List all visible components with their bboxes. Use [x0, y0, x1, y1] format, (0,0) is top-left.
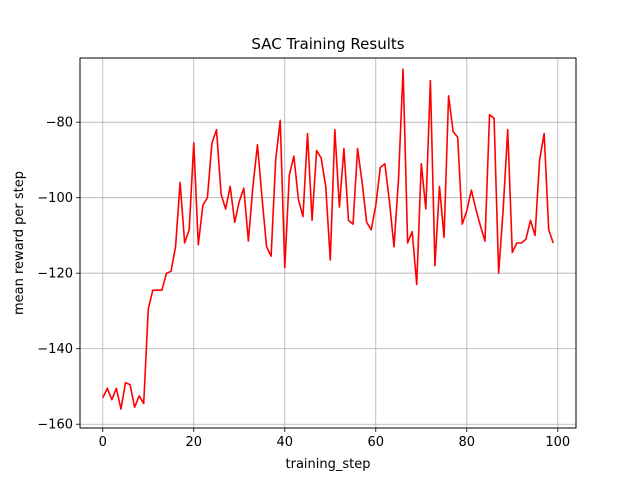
x-tick-label: 80 [459, 435, 476, 450]
y-tick-label: −120 [37, 267, 73, 282]
grid [80, 58, 576, 428]
series-line [102, 68, 555, 410]
series-group [102, 68, 555, 410]
x-tick-label: 0 [99, 435, 107, 450]
plot-frame [79, 57, 577, 429]
y-tick-label: −160 [37, 418, 73, 433]
x-tick-label: 40 [276, 435, 293, 450]
x-axis-label: training_step [286, 457, 371, 472]
y-tick-label: −80 [46, 116, 73, 131]
y-tick-label: −100 [37, 191, 73, 206]
axis-ticks: 0 20 40 60 80 100 −160 −140 −120 −100 −80 [37, 116, 570, 450]
x-tick-label: 60 [368, 435, 385, 450]
x-tick-label: 100 [545, 435, 570, 450]
chart-title: SAC Training Results [251, 35, 404, 53]
y-tick-label: −140 [37, 342, 73, 357]
y-axis-label: mean reward per step [12, 171, 27, 315]
x-tick-label: 20 [185, 435, 202, 450]
